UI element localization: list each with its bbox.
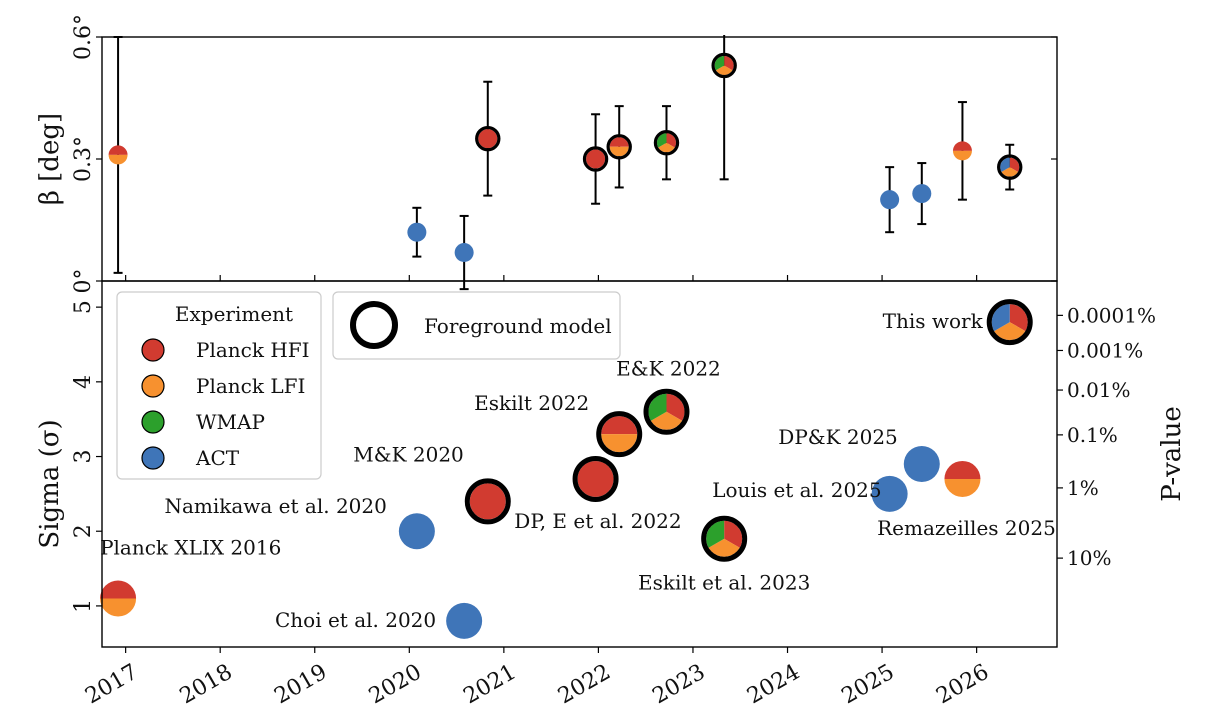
point-label-louis-et-al-2025: Louis et al. 2025 <box>712 478 881 502</box>
legend-swatch-act <box>141 446 165 470</box>
point-label-e-k-2022: E&K 2022 <box>616 357 721 381</box>
legend-swatch-planck-lfi <box>141 374 165 398</box>
foreground-legend-label: Foreground model <box>424 314 612 338</box>
top-marker-9 <box>912 184 932 204</box>
axis-titles: β [deg] Sigma (σ) P-value <box>35 113 1187 549</box>
foreground-legend-ring <box>350 301 398 349</box>
pvalue-tick-label-0-0001: 0.0001% <box>1067 303 1156 327</box>
bottom-marker-this-work <box>986 299 1033 346</box>
legend-swatch-wmap <box>141 410 165 434</box>
point-label-this-work: This work <box>883 309 984 333</box>
bottom-panel-point-labels: Planck XLIX 2016 Namikawa et al. 2020 Choi… <box>100 309 1056 632</box>
legend-frame <box>116 291 322 480</box>
legend-title: Experiment <box>175 302 293 326</box>
sigma-tick-label-4: 4 <box>71 375 96 389</box>
bottom-marker-e-k-2022 <box>643 388 690 435</box>
legend-swatch-planck-hfi <box>141 338 165 362</box>
sigma-tick-label-1: 1 <box>71 599 96 613</box>
sigma-tick-label-3: 3 <box>71 450 96 464</box>
point-label-namikawa-et-al-2020: Namikawa et al. 2020 <box>164 494 386 518</box>
point-label-dp-e-et-al-2022: DP, E et al. 2022 <box>514 509 681 533</box>
point-label-choi-et-al-2020: Choi et al. 2020 <box>275 608 436 632</box>
bottom-marker-dp-e-et-al-2022 <box>572 455 619 502</box>
top-y-tick-label-0-3: 0.3° <box>71 136 96 182</box>
bottom-marker-planck-xlix-2016 <box>100 580 137 617</box>
pvalue-tick-label-0-1: 0.1% <box>1067 423 1118 447</box>
top-marker-5 <box>606 134 632 160</box>
top-marker-11 <box>997 154 1023 180</box>
experiment-legend: Experiment Planck HFI Planck LFI WMAP ACT <box>116 291 322 480</box>
top-marker-10 <box>952 141 972 161</box>
top-y-tick-label-0: 0° <box>71 269 96 294</box>
top-marker-8 <box>880 190 900 210</box>
top-marker-6 <box>653 130 680 156</box>
top-marker-0 <box>108 145 128 165</box>
point-label-eskilt-2022: Eskilt 2022 <box>474 391 589 415</box>
pvalue-tick-label-10: 10% <box>1067 546 1111 570</box>
point-label-planck-xlix-2016: Planck XLIX 2016 <box>100 535 281 559</box>
legend-label-act: ACT <box>195 446 240 470</box>
sigma-tick-label-5: 5 <box>71 300 96 314</box>
pvalue-tick-label-0-001: 0.001% <box>1067 338 1143 362</box>
bottom-marker-eskilt-2022 <box>596 411 643 458</box>
top-y-tick-label-0-6: 0.6° <box>71 14 96 60</box>
foreground-legend-frame <box>332 291 621 360</box>
top-marker-4 <box>582 146 609 172</box>
legend-label-wmap: WMAP <box>196 410 265 434</box>
point-label-m-k-2020: M&K 2020 <box>353 442 463 466</box>
foreground-legend: Foreground model <box>332 291 621 360</box>
sigma-axis-title: Sigma (σ) <box>35 419 65 548</box>
top-marker-1 <box>407 222 427 242</box>
pvalue-axis-title: P-value <box>1157 406 1187 502</box>
bottom-marker-namikawa-et-al-2020 <box>398 513 435 550</box>
bottom-marker-eskilt-et-al-2023 <box>701 515 748 562</box>
point-label-eskilt-et-al-2023: Eskilt et al. 2023 <box>638 571 810 595</box>
top-marker-2 <box>454 243 474 263</box>
point-label-remazeilles-2025: Remazeilles 2025 <box>877 516 1056 540</box>
point-label-dp-k-2025: DP&K 2025 <box>778 425 898 449</box>
top-panel-markers <box>108 52 1023 263</box>
legend-label-planck-lfi: Planck LFI <box>196 374 305 398</box>
bottom-marker-dp-k-2025 <box>903 446 940 482</box>
top-marker-7 <box>711 52 737 79</box>
bottom-marker-remazeilles-2025 <box>944 460 981 497</box>
top-marker-3 <box>475 125 501 152</box>
bottom-panel-frame <box>101 280 1058 648</box>
bottom-panel-markers <box>100 299 1033 639</box>
bottom-marker-m-k-2020 <box>464 478 511 525</box>
top-y-axis-title: β [deg] <box>35 113 65 205</box>
sigma-tick-label-2: 2 <box>71 524 96 538</box>
pvalue-tick-label-0-01: 0.01% <box>1067 378 1131 402</box>
bottom-marker-choi-et-al-2020 <box>446 602 483 639</box>
pvalue-tick-label-1: 1% <box>1067 476 1099 500</box>
legend-label-planck-hfi: Planck HFI <box>196 338 310 362</box>
bottom-marker-louis-et-al-2025 <box>871 475 908 512</box>
